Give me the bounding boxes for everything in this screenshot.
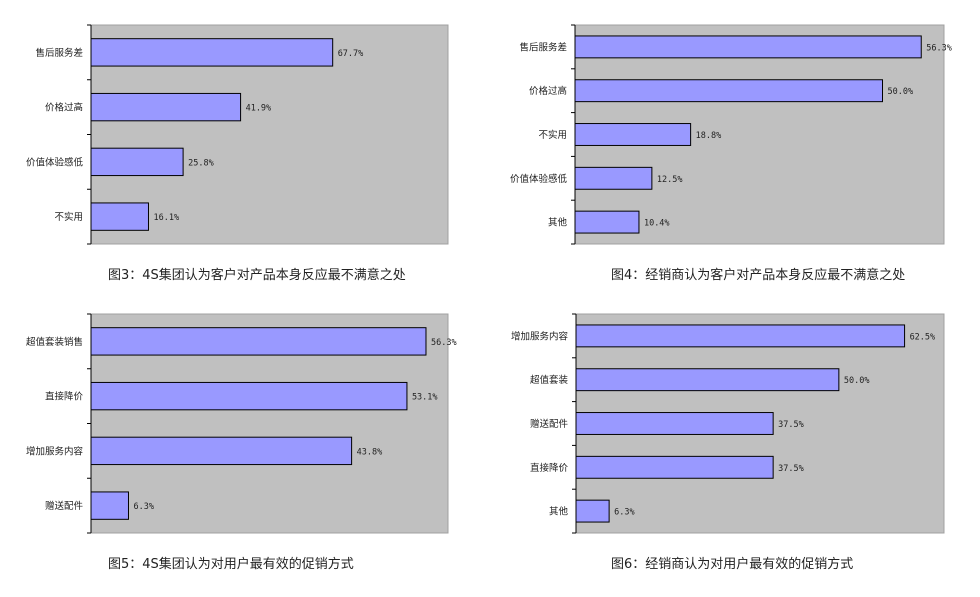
category-label: 不实用 bbox=[54, 211, 83, 223]
bar bbox=[574, 79, 883, 103]
value-label: 50.0% bbox=[888, 87, 914, 97]
value-label: 6.3% bbox=[614, 508, 634, 518]
bar bbox=[574, 210, 640, 234]
bar bbox=[575, 324, 906, 348]
value-label: 50.0% bbox=[844, 376, 870, 386]
category-label: 其他 bbox=[548, 217, 568, 229]
category-label: 增加服务内容 bbox=[26, 445, 84, 457]
bar bbox=[90, 491, 129, 520]
bar bbox=[90, 38, 334, 67]
category-label: 其他 bbox=[549, 506, 569, 518]
chart-caption: 图6：经销商认为对用户最有效的促销方式 bbox=[611, 557, 854, 572]
value-label: 62.5% bbox=[910, 332, 936, 342]
category-label: 赠送配件 bbox=[530, 418, 569, 430]
value-label: 43.8% bbox=[357, 447, 383, 457]
category-label: 价值体验感低 bbox=[26, 156, 84, 168]
value-label: 56.3% bbox=[431, 338, 457, 348]
bar bbox=[90, 436, 353, 466]
category-label: 超值套装 bbox=[530, 374, 569, 386]
bar bbox=[574, 123, 692, 146]
bar bbox=[575, 455, 774, 479]
value-label: 25.8% bbox=[188, 158, 214, 168]
value-label: 53.1% bbox=[412, 393, 438, 403]
chart-caption: 图5：4S集团认为对用户最有效的促销方式 bbox=[108, 557, 354, 572]
category-label: 价值体验感低 bbox=[510, 173, 568, 185]
chart-caption: 图4：经销商认为客户对产品本身反应最不满意之处 bbox=[611, 268, 906, 283]
bar bbox=[574, 166, 653, 190]
value-label: 67.7% bbox=[338, 49, 364, 59]
category-label: 售后服务差 bbox=[35, 47, 83, 59]
value-label: 6.3% bbox=[133, 502, 153, 512]
category-label: 价格过高 bbox=[529, 85, 567, 97]
bar bbox=[90, 381, 408, 411]
value-label: 12.5% bbox=[657, 175, 683, 185]
category-label: 直接降价 bbox=[530, 462, 569, 474]
bar bbox=[575, 368, 840, 392]
category-label: 不实用 bbox=[538, 129, 567, 141]
value-label: 37.5% bbox=[778, 420, 804, 430]
category-label: 赠送配件 bbox=[45, 500, 84, 512]
category-label: 售后服务差 bbox=[519, 41, 567, 53]
bar bbox=[90, 147, 184, 177]
category-label: 直接降价 bbox=[45, 391, 84, 403]
bar bbox=[90, 327, 427, 356]
category-label: 价格过高 bbox=[45, 102, 83, 114]
value-label: 41.9% bbox=[246, 104, 272, 114]
chart-caption: 图3：4S集团认为客户对产品本身反应最不满意之处 bbox=[108, 268, 406, 283]
value-label: 56.3% bbox=[926, 43, 952, 53]
bar bbox=[575, 499, 610, 523]
value-label: 10.4% bbox=[644, 219, 670, 229]
category-label: 超值套装销售 bbox=[26, 336, 83, 348]
value-label: 37.5% bbox=[778, 464, 804, 474]
bar bbox=[90, 92, 242, 122]
bar bbox=[575, 412, 774, 435]
value-label: 18.8% bbox=[696, 131, 722, 141]
category-label: 增加服务内容 bbox=[511, 330, 569, 342]
bar bbox=[574, 35, 922, 59]
bar bbox=[90, 202, 149, 231]
value-label: 16.1% bbox=[153, 213, 179, 223]
